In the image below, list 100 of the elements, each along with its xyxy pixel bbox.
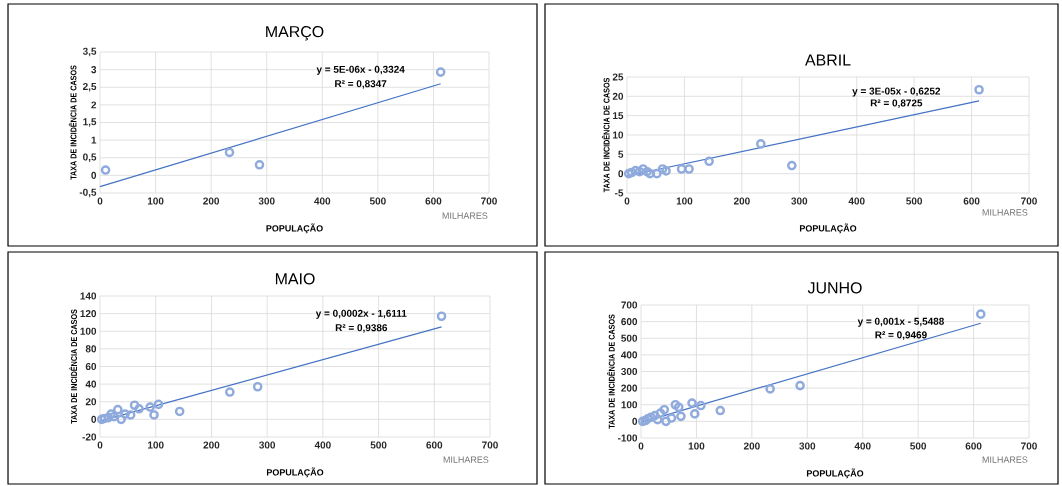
y-tick-label: 700 xyxy=(621,301,638,309)
y-tick-label: 100 xyxy=(621,401,638,409)
x-tick-label: 200 xyxy=(733,197,750,205)
point xyxy=(153,399,164,410)
x-tick-label: 400 xyxy=(848,197,865,205)
x-tick-label: 0 xyxy=(97,441,103,449)
x-tick-label: 100 xyxy=(147,197,164,205)
y-tick-label: 0 xyxy=(632,417,638,425)
y-tick-label: 140 xyxy=(80,292,97,300)
y-tick-label: 15 xyxy=(613,112,624,120)
point xyxy=(715,405,726,416)
x-tick-label: 700 xyxy=(481,197,497,205)
y-tick-label: 0 xyxy=(91,415,97,423)
y-tick-label: 0 xyxy=(618,170,624,178)
y-tick-label: 500 xyxy=(621,334,638,342)
y-tick-label: 2 xyxy=(91,101,97,109)
x-tick-label: 700 xyxy=(482,441,498,449)
point xyxy=(756,139,766,149)
point xyxy=(113,404,123,415)
text: MILHARES xyxy=(443,456,489,463)
y-tick-label: 20 xyxy=(85,398,97,406)
y-tick-label: -20 xyxy=(82,433,97,441)
point xyxy=(661,416,671,427)
chart-title: ABRIL xyxy=(805,54,851,66)
x-tick-label: 500 xyxy=(369,197,386,205)
x-tick-label: 100 xyxy=(148,441,164,449)
x-tick-label: 300 xyxy=(799,442,816,450)
y-tick-label: 100 xyxy=(80,327,97,335)
text: MILHARES xyxy=(982,209,1028,216)
y-tick-label: 0 xyxy=(91,171,97,179)
annotation: R² = 0,8725 xyxy=(870,99,923,108)
point xyxy=(704,156,714,167)
y-tick-label: 80 xyxy=(85,345,97,353)
point xyxy=(684,164,694,174)
annotation: y = 0,0002x - 1,6111 xyxy=(315,309,407,319)
x-tick-label: 700 xyxy=(1021,197,1037,205)
y-tick-label: 3,5 xyxy=(82,47,97,57)
x-axis-title: POPULAÇÃO xyxy=(806,468,864,479)
annotation: y = 0,001x - 5,5488 xyxy=(857,317,944,327)
point xyxy=(145,402,155,412)
chart-title: MARÇO xyxy=(266,25,324,41)
point xyxy=(435,67,446,77)
point xyxy=(225,387,235,397)
y-axis-title: TAXA DE INCIDÊNCIA DE CASOS xyxy=(69,309,78,424)
text: MILHARES xyxy=(982,456,1028,463)
point xyxy=(100,165,111,175)
x-tick-label: 600 xyxy=(426,441,443,449)
x-tick-label: 400 xyxy=(854,442,871,450)
point xyxy=(252,381,263,392)
x-tick-label: 0 xyxy=(638,442,644,450)
x-tick-label: 300 xyxy=(258,197,275,205)
annotation: y = 5E-06x - 0,3324 xyxy=(316,65,405,75)
x-tick-label: 300 xyxy=(791,197,808,205)
x-tick-label: 100 xyxy=(676,197,693,205)
chart-title: MAIO xyxy=(275,273,315,285)
y-tick-label: 20 xyxy=(612,92,624,100)
point xyxy=(436,311,447,322)
point xyxy=(666,413,677,423)
point xyxy=(174,406,185,417)
x-tick-label: 200 xyxy=(743,442,760,450)
x-tick-label: 600 xyxy=(963,197,980,205)
point xyxy=(795,380,805,391)
y-tick-label: 2,5 xyxy=(82,82,97,92)
y-tick-label: 200 xyxy=(621,384,638,392)
y-tick-label: 5 xyxy=(618,150,624,158)
point xyxy=(116,414,126,425)
y-tick-label: -5 xyxy=(615,189,624,197)
x-axis-title: POPULAÇÃO xyxy=(266,467,324,478)
point xyxy=(687,398,697,408)
y-axis-title: TAXA DE INCIDÊNCIA DE CASOS xyxy=(607,314,615,429)
y-tick-label: 3 xyxy=(91,66,97,74)
x-tick-label: 400 xyxy=(314,441,331,449)
y-tick-label: 1,5 xyxy=(83,118,97,127)
point xyxy=(657,164,668,174)
x-tick-label: 300 xyxy=(259,441,276,449)
point xyxy=(129,400,140,411)
x-tick-label: 600 xyxy=(425,197,442,205)
chart-title: JUNHO xyxy=(807,282,862,294)
x-axis-title: POPULAÇÃO xyxy=(799,223,857,234)
y-axis-title: TAXA DE INCIDÊNCIA DE CASOS xyxy=(68,65,77,180)
text: MILHARES xyxy=(442,212,488,219)
x-tick-label: 500 xyxy=(910,442,927,450)
y-tick-label: 60 xyxy=(85,362,97,371)
point xyxy=(149,410,159,420)
x-tick-label: 600 xyxy=(965,442,982,450)
y-tick-label: -100 xyxy=(617,434,638,442)
point xyxy=(134,403,144,414)
point xyxy=(975,309,986,319)
point xyxy=(652,414,663,425)
point xyxy=(254,159,265,170)
x-tick-label: 500 xyxy=(906,197,923,205)
point xyxy=(676,164,687,174)
x-tick-label: 400 xyxy=(314,197,331,205)
point xyxy=(696,400,706,411)
x-tick-label: 100 xyxy=(688,442,705,450)
x-tick-label: 200 xyxy=(203,441,220,449)
y-tick-label: 1 xyxy=(91,136,97,144)
x-axis-title: POPULAÇÃO xyxy=(266,223,323,234)
point xyxy=(765,384,775,394)
point xyxy=(652,168,662,179)
